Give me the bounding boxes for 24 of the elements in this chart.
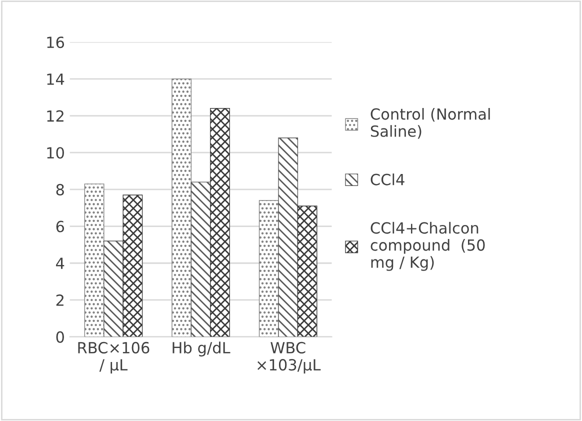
y-tick-label: 10 [47,147,64,159]
bar [210,108,230,337]
legend-label: Control (Normal Saline) [370,108,490,139]
bar [278,138,298,337]
y-tick-label: 6 [56,220,64,232]
bar [122,194,143,337]
y-tick-label: 0 [56,331,64,343]
x-tick-label: RBC×106 / µL [78,342,150,374]
y-tick-label: 14 [47,74,64,85]
bar [297,206,318,337]
legend-label: CCl4 [370,174,404,186]
legend-label: CCl4+Chalcon compound (50 mg / Kg) [370,222,485,271]
bar [172,78,192,337]
x-tick-label: Hb g/dL [172,342,230,356]
bar [104,240,124,337]
y-tick-label: 8 [56,184,64,196]
bar [84,184,104,337]
bar [190,182,211,337]
y-tick-label: 12 [47,110,64,122]
y-tick-label: 16 [47,36,64,48]
bar [258,200,279,337]
x-tick-label: WBC ×103/µL [258,342,321,374]
y-tick-label: 2 [56,294,64,306]
y-tick-label: 4 [56,258,64,269]
